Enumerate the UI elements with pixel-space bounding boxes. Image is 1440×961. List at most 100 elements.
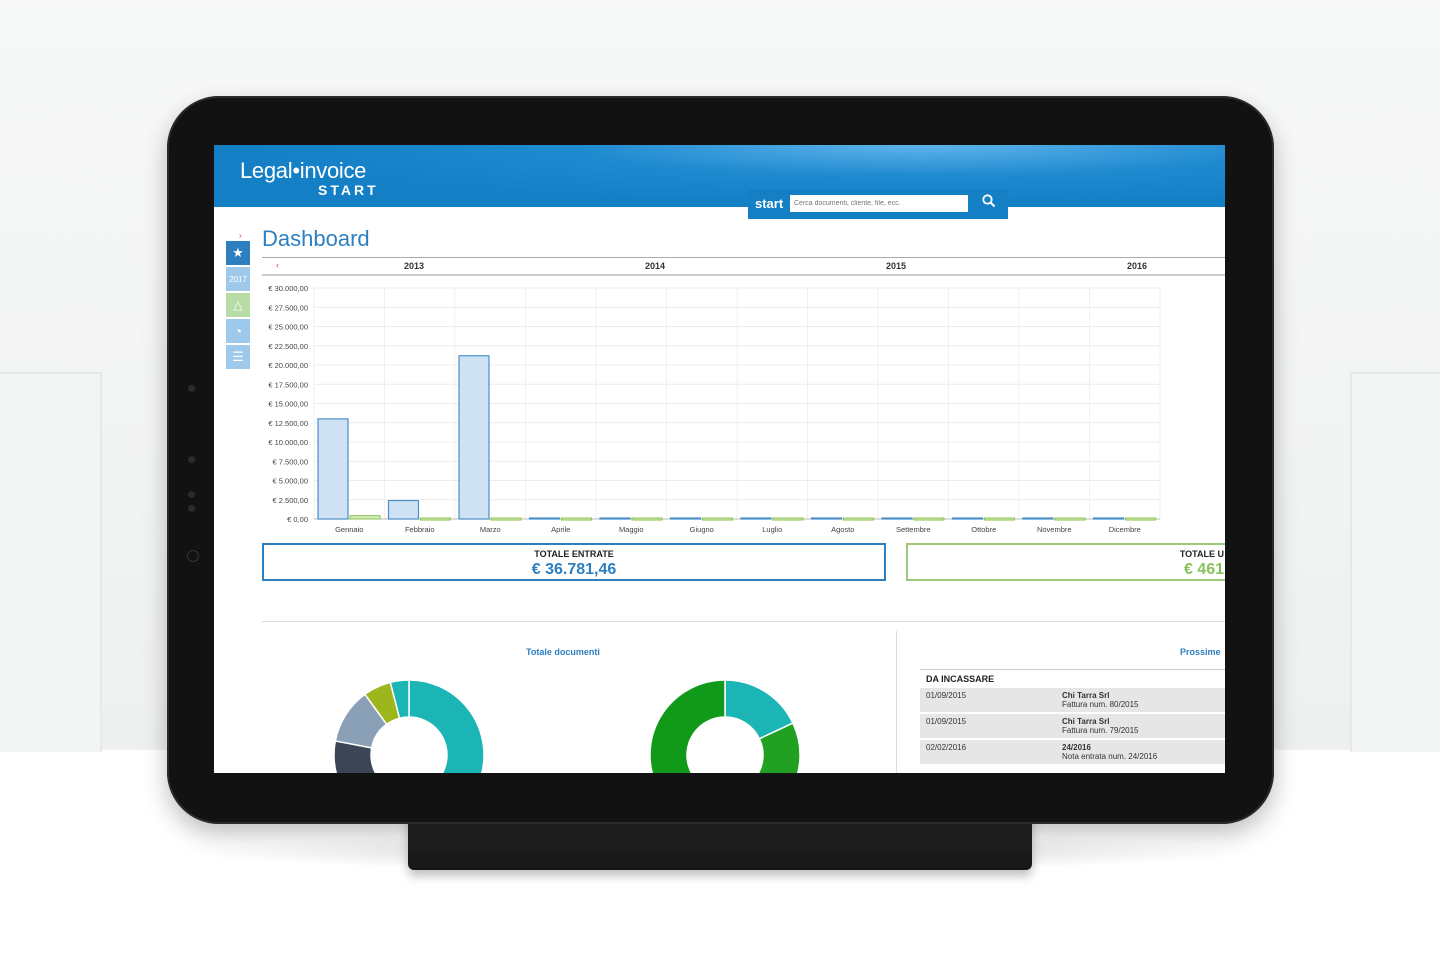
- bar-series-1: [881, 517, 913, 520]
- sidebar-item-year[interactable]: 2017: [226, 267, 250, 291]
- x-tick-label: Agosto: [831, 525, 854, 534]
- section-divider: [262, 621, 1225, 622]
- bar-series-2: [913, 517, 945, 521]
- upcoming-title: Prossime: [1180, 647, 1221, 657]
- fingerprint-sensor: [187, 550, 199, 562]
- total-expenses-value: € 461: [1183, 561, 1224, 578]
- x-tick-label: Novembre: [1037, 525, 1072, 534]
- column-divider: [896, 631, 897, 773]
- receivables-panel: DA INCASSARE 01/09/2015 Chi Tarra Srl Fa…: [920, 669, 1225, 766]
- y-tick-label: € 15.000,00: [268, 400, 308, 409]
- y-tick-label: € 0,00: [287, 515, 308, 524]
- total-income-box: TOTALE ENTRATE € 36.781,46: [262, 543, 886, 581]
- due-date: 02/02/2016: [926, 743, 967, 752]
- bar-series-2: [420, 517, 451, 521]
- bar-series-2: [702, 517, 733, 521]
- documents-donut-charts: [333, 679, 801, 773]
- y-tick-label: € 22.500,00: [268, 342, 308, 351]
- y-tick-label: € 27.500,00: [268, 303, 308, 312]
- search-icon[interactable]: [982, 194, 996, 208]
- wall-panel-right: [1350, 372, 1440, 756]
- total-expenses-box: TOTALE U € 461: [906, 543, 1225, 581]
- bar-series-1: [740, 517, 772, 520]
- bar-series-2: [349, 515, 381, 520]
- x-tick-label: Ottobre: [971, 525, 996, 534]
- y-tick-label: € 7.500,00: [273, 457, 308, 466]
- year-selector: ‹ 2013 2014 2015 2016: [262, 257, 1225, 276]
- list-item[interactable]: 01/09/2015 Chi Tarra Srl Fattura num. 79…: [920, 714, 1225, 738]
- year-tab-2014[interactable]: 2014: [645, 261, 666, 271]
- total-income-value: € 36.781,46: [531, 561, 617, 578]
- total-expenses-label: TOTALE U: [1179, 549, 1224, 559]
- due-date: 01/09/2015: [926, 717, 967, 726]
- sidebar-item-chart[interactable]: △: [226, 293, 250, 317]
- x-tick-label: Febbraio: [405, 525, 435, 534]
- due-date: 01/09/2015: [926, 691, 967, 700]
- bar-series-1: [810, 517, 843, 520]
- documents-title: Totale documenti: [526, 647, 600, 657]
- year-tab-2015[interactable]: 2015: [886, 261, 907, 271]
- sidebar-item-pie[interactable]: ◔: [226, 319, 250, 343]
- bar-series-2: [1125, 517, 1156, 521]
- bar-series-1: [599, 517, 631, 520]
- sidebar-item-favorites[interactable]: ★: [226, 241, 250, 265]
- sidebar-collapse-icon[interactable]: ›: [239, 231, 242, 240]
- x-tick-label: Marzo: [480, 525, 501, 534]
- bar-series-1: [1092, 517, 1125, 520]
- bar-series-2: [772, 517, 804, 521]
- pie-icon: ◔: [233, 323, 243, 339]
- bar-series-1: [669, 517, 702, 520]
- bar-series-2: [561, 517, 592, 521]
- wall-panel-left: [0, 372, 102, 756]
- bar-series-1: [1022, 517, 1054, 520]
- sidebar: ★ 2017 △ ◔ ☰: [226, 241, 252, 371]
- list-icon: ☰: [232, 349, 244, 364]
- bar-series-1: [317, 418, 349, 520]
- sidebar-item-list[interactable]: ☰: [226, 345, 250, 369]
- due-client: Chi Tarra Srl: [1062, 691, 1110, 700]
- bar-series-1: [528, 517, 561, 520]
- receivables-heading: DA INCASSARE: [920, 669, 1225, 688]
- x-tick-label: Settembre: [896, 525, 931, 534]
- bar-series-1: [951, 517, 984, 520]
- y-tick-label: € 12.500,00: [268, 419, 308, 428]
- y-tick-label: € 17.500,00: [268, 380, 308, 389]
- bar-series-2: [1054, 517, 1086, 521]
- bar-series-2: [984, 517, 1015, 521]
- y-tick-label: € 5.000,00: [273, 477, 308, 486]
- donut2-slice[interactable]: [751, 722, 801, 773]
- y-tick-label: € 30.000,00: [268, 284, 308, 293]
- x-tick-label: Maggio: [619, 525, 644, 534]
- x-tick-label: Gennaio: [335, 525, 363, 534]
- x-tick-label: Aprile: [551, 525, 570, 534]
- bar-series-1: [458, 355, 490, 520]
- search-bar: start: [748, 190, 1008, 219]
- year-tab-2013[interactable]: 2013: [404, 261, 425, 271]
- bar-series-2: [490, 517, 522, 521]
- sensor-dot: [188, 491, 195, 498]
- total-income-label: TOTALE ENTRATE: [534, 549, 614, 559]
- chart-icon: △: [233, 298, 243, 312]
- y-tick-label: € 20.000,00: [268, 361, 308, 370]
- x-tick-label: Dicembre: [1109, 525, 1141, 534]
- donut1-slice[interactable]: [386, 679, 485, 773]
- list-item[interactable]: 02/02/2016 24/2016 Nota entrata num. 24/…: [920, 740, 1225, 764]
- due-document: Fattura num. 79/2015: [1062, 726, 1139, 735]
- year-tab-2016[interactable]: 2016: [1127, 261, 1148, 271]
- x-tick-label: Luglio: [762, 525, 782, 534]
- page-title: Dashboard: [262, 226, 370, 251]
- logo-subtext: START: [318, 182, 379, 198]
- due-document: Fattura num. 80/2015: [1062, 700, 1139, 709]
- x-tick-label: Giugno: [690, 525, 714, 534]
- donut1-slice[interactable]: [389, 679, 410, 720]
- list-item[interactable]: 01/09/2015 Chi Tarra Srl Fattura num. 80…: [920, 688, 1225, 712]
- star-icon: ★: [232, 245, 244, 260]
- prev-year-icon[interactable]: ‹: [276, 260, 279, 270]
- donut2-slice[interactable]: [649, 679, 776, 773]
- y-tick-label: € 25.000,00: [268, 323, 308, 332]
- app-logo[interactable]: Legal•invoice START: [240, 159, 379, 198]
- y-tick-label: € 10.000,00: [268, 438, 308, 447]
- search-input[interactable]: [790, 195, 968, 212]
- due-client: 24/2016: [1062, 743, 1091, 752]
- camera-dot: [188, 385, 195, 392]
